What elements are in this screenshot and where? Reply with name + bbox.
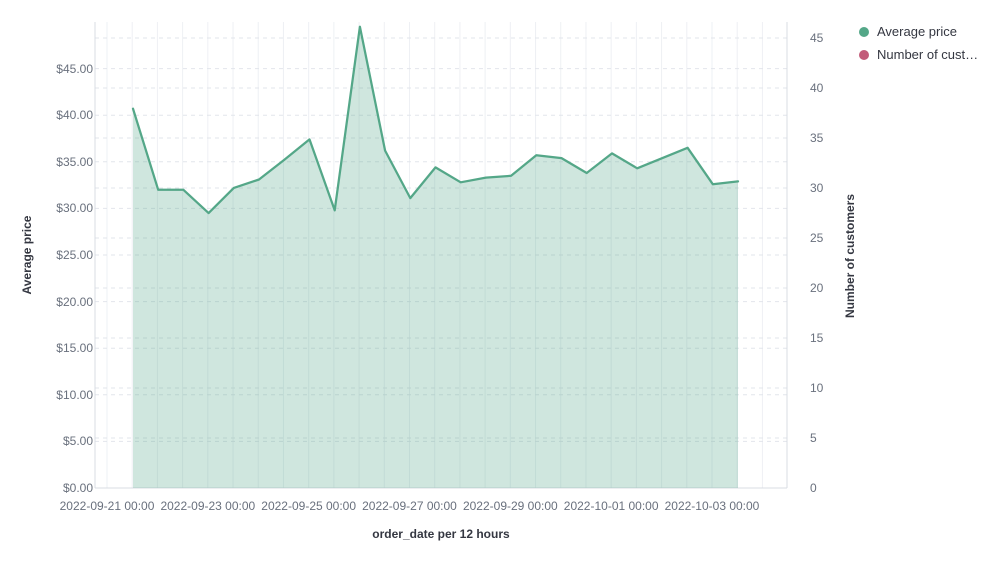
left-axis-tick-label: $20.00: [56, 294, 93, 309]
right-axis-tick-label: 15: [810, 331, 824, 345]
x-axis-tick-label: 2022-09-29 00:00: [462, 499, 558, 513]
legend-item-average-price[interactable]: Average price: [859, 24, 978, 40]
left-axis-tick-label: $35.00: [56, 154, 93, 169]
x-axis-tick-label: 2022-10-01 00:00: [563, 499, 659, 513]
legend-item-number-of-customers[interactable]: Number of cust…: [859, 47, 978, 63]
area-series-fill: [133, 26, 738, 488]
legend-color-dot-icon: [859, 50, 869, 60]
x-axis-tick-label: 2022-09-23 00:00: [160, 499, 256, 513]
right-axis-tick-label: 20: [810, 281, 824, 295]
right-axis-tick-label: 0: [810, 481, 817, 495]
right-axis-tick-label: 35: [810, 131, 824, 145]
x-axis-tick-label: 2022-09-21 00:00: [59, 499, 155, 513]
right-axis-tick-label: 40: [810, 81, 824, 95]
legend-item-label: Number of cust…: [877, 47, 979, 62]
legend-color-dot-icon: [859, 27, 869, 37]
legend-item-label: Average price: [877, 24, 957, 39]
right-axis-tick-label: 5: [810, 431, 817, 445]
left-axis-tick-label: $5.00: [62, 434, 93, 449]
right-axis-tick-label: 25: [810, 231, 824, 245]
series-line: [131, 25, 740, 215]
left-axis-tick-label: $10.00: [56, 387, 93, 402]
x-axis-title: order_date per 12 hours: [372, 527, 510, 541]
x-axis-tick-label: 2022-09-25 00:00: [261, 499, 357, 513]
left-axis-tick-label: $45.00: [56, 61, 93, 76]
left-axis-tick-label: $15.00: [56, 341, 93, 356]
left-axis-tick-label: $40.00: [56, 108, 93, 123]
left-axis-tick-label: $0.00: [62, 481, 93, 495]
left-axis-title: Average price: [20, 215, 34, 295]
left-axis-tick-label: $30.00: [56, 201, 93, 216]
right-axis-tick-label: 45: [810, 31, 824, 45]
right-axis-title: Number of customers: [843, 193, 857, 319]
x-axis-tick-label: 2022-09-27 00:00: [362, 499, 457, 513]
right-axis-tick-label: 10: [810, 381, 824, 395]
legend: Average price Number of cust…: [859, 24, 978, 70]
left-axis-tick-label: $25.00: [56, 248, 93, 262]
right-axis-tick-label: 30: [810, 181, 824, 195]
x-axis-tick-label: 2022-10-03 00:00: [664, 499, 760, 513]
